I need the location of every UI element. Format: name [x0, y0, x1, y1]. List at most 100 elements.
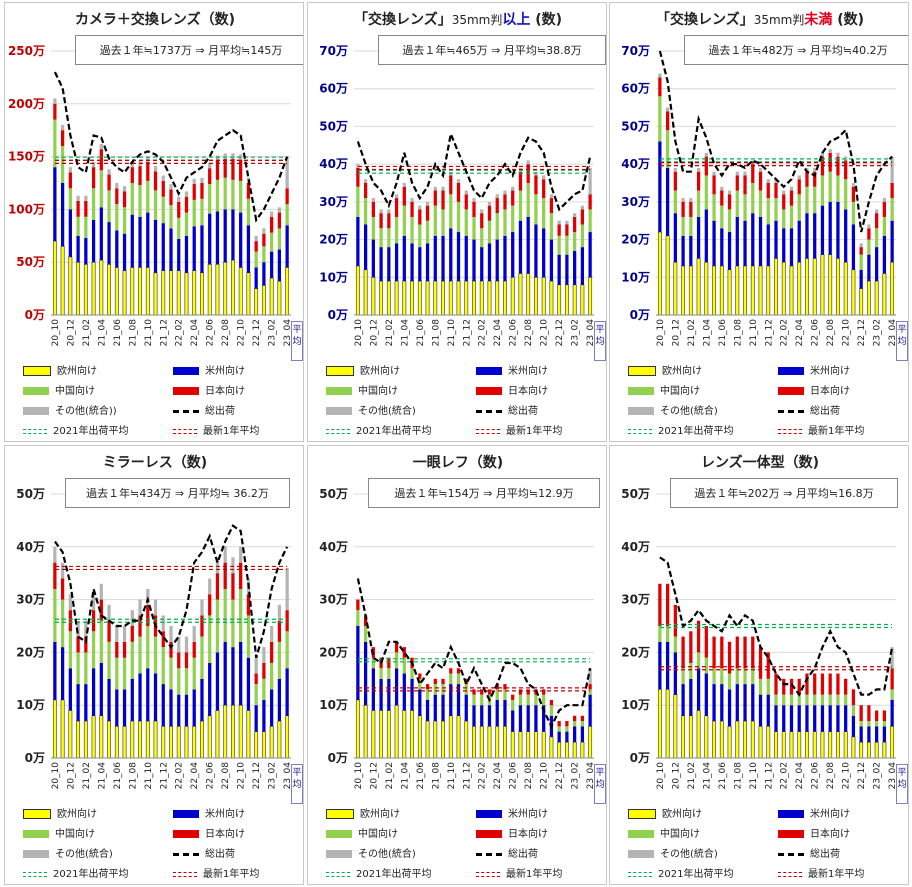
bar-segment	[371, 239, 375, 278]
bar-segment	[813, 673, 817, 695]
bar-segment	[122, 689, 127, 727]
total-shipment-line	[356, 578, 592, 729]
bar-segment	[727, 232, 732, 270]
bar-segment	[704, 261, 709, 316]
bar-segment	[588, 726, 593, 759]
bar-segment	[503, 190, 507, 195]
x-tick-label: 20_12	[671, 319, 681, 346]
bar-segment	[472, 201, 476, 217]
bar-segment	[813, 694, 817, 706]
summary-box: 過去１年≒1737万 ⇒ 月平均≒145万	[75, 35, 303, 65]
bar-segment	[751, 164, 755, 183]
bar-segment	[60, 146, 65, 183]
bar-segment	[851, 736, 856, 759]
bar-segment	[665, 111, 670, 131]
bar-segment	[122, 270, 127, 316]
bar-segment	[277, 228, 282, 250]
bar-segment	[828, 254, 833, 316]
bar-segment	[712, 220, 716, 266]
x-tick-label: 21_10	[447, 319, 457, 347]
bar-segment	[866, 280, 871, 316]
bar-segment	[472, 280, 476, 316]
legend-label: 日本向け	[205, 829, 245, 840]
bar-segment	[781, 731, 786, 759]
x-tick-label: 22_08	[826, 319, 836, 347]
bar-segment	[472, 694, 476, 706]
bar-segment	[169, 641, 173, 658]
bar-segment	[588, 684, 592, 690]
bar-segment	[145, 720, 150, 759]
x-tick-label: 23_04	[283, 319, 293, 347]
bar-segment	[735, 684, 739, 722]
bar-segment	[115, 230, 119, 268]
bar-segment	[805, 213, 809, 259]
bar-segment	[851, 705, 856, 716]
bar-segment	[161, 270, 166, 316]
legend-avg-2021: 2021年出荷平均	[628, 868, 733, 882]
bar-segment	[161, 631, 165, 648]
bar-segment	[371, 198, 375, 202]
bar-segment	[712, 720, 716, 759]
bar-segment	[735, 668, 739, 685]
bar-segment	[541, 276, 546, 316]
bar-segment	[387, 213, 391, 229]
bar-segment	[200, 272, 204, 316]
bar-segment	[766, 183, 770, 199]
bar-segment	[820, 152, 825, 157]
bar-segment	[60, 562, 65, 579]
bar-segment	[665, 235, 670, 316]
bar-segment	[130, 626, 134, 642]
bar-segment	[727, 269, 732, 316]
legend-china-swatch	[628, 387, 654, 395]
bar-segment	[285, 715, 290, 759]
bar-segment	[184, 636, 189, 653]
legend-total: 総出荷	[778, 848, 840, 862]
bar-segment	[449, 673, 453, 685]
bar-segment	[153, 190, 158, 220]
legend-other: その他(統合)	[23, 848, 113, 862]
bar-segment	[828, 201, 832, 255]
x-tick-label: 23_02	[268, 762, 278, 789]
bar-segment	[681, 198, 685, 202]
bar-segment	[52, 240, 57, 316]
x-tick-label: 22_12	[252, 319, 262, 346]
y-tick-label: 0万	[25, 308, 45, 322]
bar-segment	[394, 652, 399, 669]
bar-segment	[161, 180, 165, 197]
legend-europe-swatch	[326, 366, 354, 376]
bar-segment	[836, 201, 840, 259]
legend-other: その他(統合))	[23, 405, 117, 419]
legend-china-swatch	[23, 830, 49, 838]
bar-segment	[758, 265, 763, 316]
bar-segment	[689, 678, 693, 716]
legend-label: 中国向け	[660, 829, 700, 840]
bar-segment	[261, 285, 266, 316]
bar-segment	[565, 235, 569, 255]
bar-segment	[557, 726, 561, 732]
bar-segment	[820, 175, 825, 206]
bar-segment	[200, 599, 204, 616]
x-tick-label: 22_06	[811, 319, 821, 347]
bar-segment	[53, 562, 57, 590]
bar-segment	[410, 668, 414, 679]
bar-segment	[410, 198, 414, 202]
bar-segment	[766, 726, 771, 759]
bar-segment	[766, 265, 771, 316]
legend-avg-last-year: 最新1年平均	[778, 868, 864, 882]
y-tick-label: 20万	[319, 645, 348, 659]
x-tick-label: 21_08	[733, 762, 743, 790]
bar-segment	[394, 194, 399, 199]
bar-segment	[277, 620, 282, 642]
bar-segment	[464, 694, 468, 722]
bar-segment	[238, 267, 243, 316]
bar-segment	[658, 77, 662, 97]
bar-segment	[704, 152, 708, 157]
bar-segment	[696, 652, 701, 669]
bar-segment	[828, 731, 833, 759]
bar-segment	[472, 726, 476, 759]
bar-segment	[246, 657, 251, 711]
bar-segment	[867, 721, 871, 727]
bar-segment	[510, 731, 515, 759]
x-tick-label: 22_04	[795, 319, 805, 347]
bar-segment	[441, 280, 445, 316]
